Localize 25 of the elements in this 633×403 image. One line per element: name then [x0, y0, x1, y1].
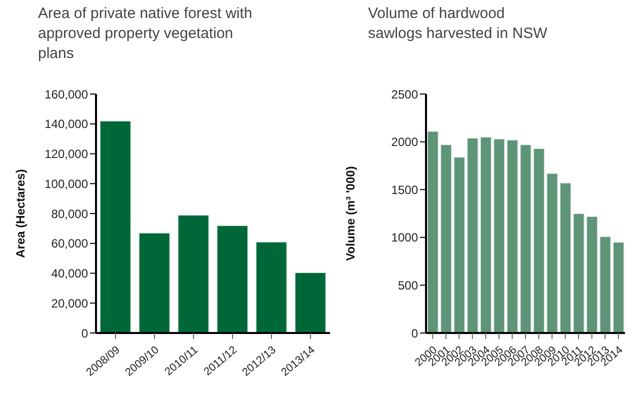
chart-title: Area of private native forest with approved property vegetation plans [37, 4, 254, 64]
y-tick-label: 60,000 [51, 236, 88, 251]
y-tick-label: 80,000 [51, 206, 88, 221]
y-axis-title: Area (Hectares) [13, 169, 28, 258]
y-tick-label: 2500 [391, 87, 418, 102]
bar [255, 241, 288, 333]
chart-title: Volume of hardwood sawlogs harvested in NSW [367, 4, 548, 44]
y-tick-label: 120,000 [44, 147, 88, 162]
y-tick-label: 2000 [391, 135, 418, 150]
y-tick-label: 20,000 [51, 296, 88, 310]
y-tick-label: 140,000 [44, 117, 88, 132]
y-tick-label: 500 [398, 278, 418, 292]
bar [216, 224, 248, 333]
y-tick-label: 1000 [391, 230, 418, 245]
y-tick-label: 0 [411, 326, 418, 340]
y-tick-label: 100,000 [44, 176, 88, 191]
bar [138, 232, 170, 333]
y-tick-label: 1500 [391, 182, 418, 197]
y-tick-label: 0 [81, 326, 88, 340]
y-tick-label: 40,000 [51, 266, 88, 281]
bar [99, 120, 132, 333]
bar [177, 214, 210, 333]
y-tick-label: 160,000 [44, 87, 88, 102]
bar [294, 272, 326, 333]
y-axis-title: Volume (m³ '000) [343, 166, 358, 261]
